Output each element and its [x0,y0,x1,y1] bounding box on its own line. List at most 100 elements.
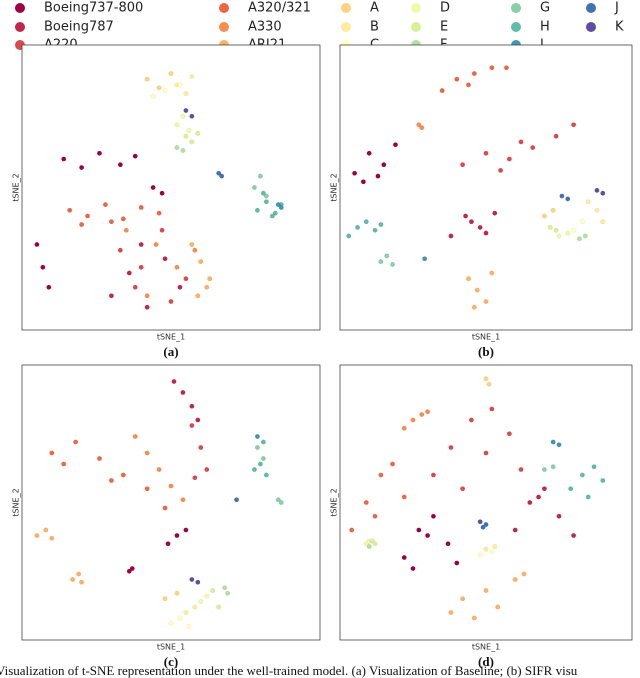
point [216,170,222,176]
point [401,555,407,560]
point [183,276,189,282]
point [189,242,195,247]
point [189,139,195,145]
point [568,486,574,492]
point [489,549,495,555]
point [275,202,281,208]
point [512,577,518,582]
legend-label: Boeing787 [44,20,114,35]
point [132,434,138,439]
point [448,445,454,450]
point [180,497,186,503]
point [571,227,577,233]
point [439,88,445,94]
point [67,207,73,213]
point [375,173,381,179]
point [76,571,82,577]
point [177,82,183,88]
point [492,544,498,549]
point [219,173,225,179]
point [79,165,85,170]
point [108,219,114,225]
legend-swatch [586,3,596,13]
point [102,202,108,208]
point [162,505,168,511]
point [445,541,451,547]
point [468,219,474,225]
point [165,541,171,547]
point [180,390,186,395]
legend-swatch [411,3,421,13]
point [483,546,489,552]
point [498,167,504,173]
point [49,450,55,456]
point [512,527,518,533]
point [120,472,126,478]
point [156,85,162,91]
point [174,590,180,596]
point [195,130,201,136]
point [530,145,536,151]
point [192,247,198,253]
point [363,219,369,225]
point [144,450,150,456]
point [195,579,201,585]
legend-label: G [540,1,550,16]
legend-label: A [370,1,379,16]
point [541,486,547,492]
point [79,579,85,585]
x-axis-label: tSNE_1 [472,643,500,652]
point [474,287,480,293]
point [260,190,266,196]
point [156,210,162,216]
point [471,615,477,621]
point [126,270,132,276]
point [177,615,183,621]
point [378,259,384,265]
point [174,145,180,151]
x-axis-label: tSNE_1 [472,333,500,342]
point [541,467,547,472]
point [460,596,466,602]
point [468,417,474,423]
point [144,76,150,82]
point [183,133,189,139]
point [168,621,174,626]
plot-frame [339,44,633,331]
point [372,513,378,519]
point [132,153,138,159]
point [150,185,156,190]
legend-label: E [440,20,448,35]
point [204,593,210,599]
legend-swatch [341,22,351,32]
point [363,500,369,505]
point [553,133,559,139]
legend-swatch [341,3,351,13]
point [390,461,396,467]
point [559,193,565,199]
point [489,270,495,276]
point [257,173,263,179]
point [150,93,156,99]
point [489,65,495,71]
point [198,599,204,604]
point [571,533,577,538]
point [189,113,195,119]
legend-swatch [411,22,421,32]
point [419,125,425,131]
point [550,207,556,213]
point [216,604,222,610]
point [556,442,562,448]
point [162,256,168,262]
point [483,450,489,456]
point [162,596,168,602]
point [518,139,524,145]
point [486,381,492,387]
x-axis-label: tSNE_1 [157,643,185,652]
point [483,588,489,593]
point [168,483,174,489]
point [483,150,489,156]
point [49,535,55,541]
point [192,604,198,610]
point [97,150,102,156]
